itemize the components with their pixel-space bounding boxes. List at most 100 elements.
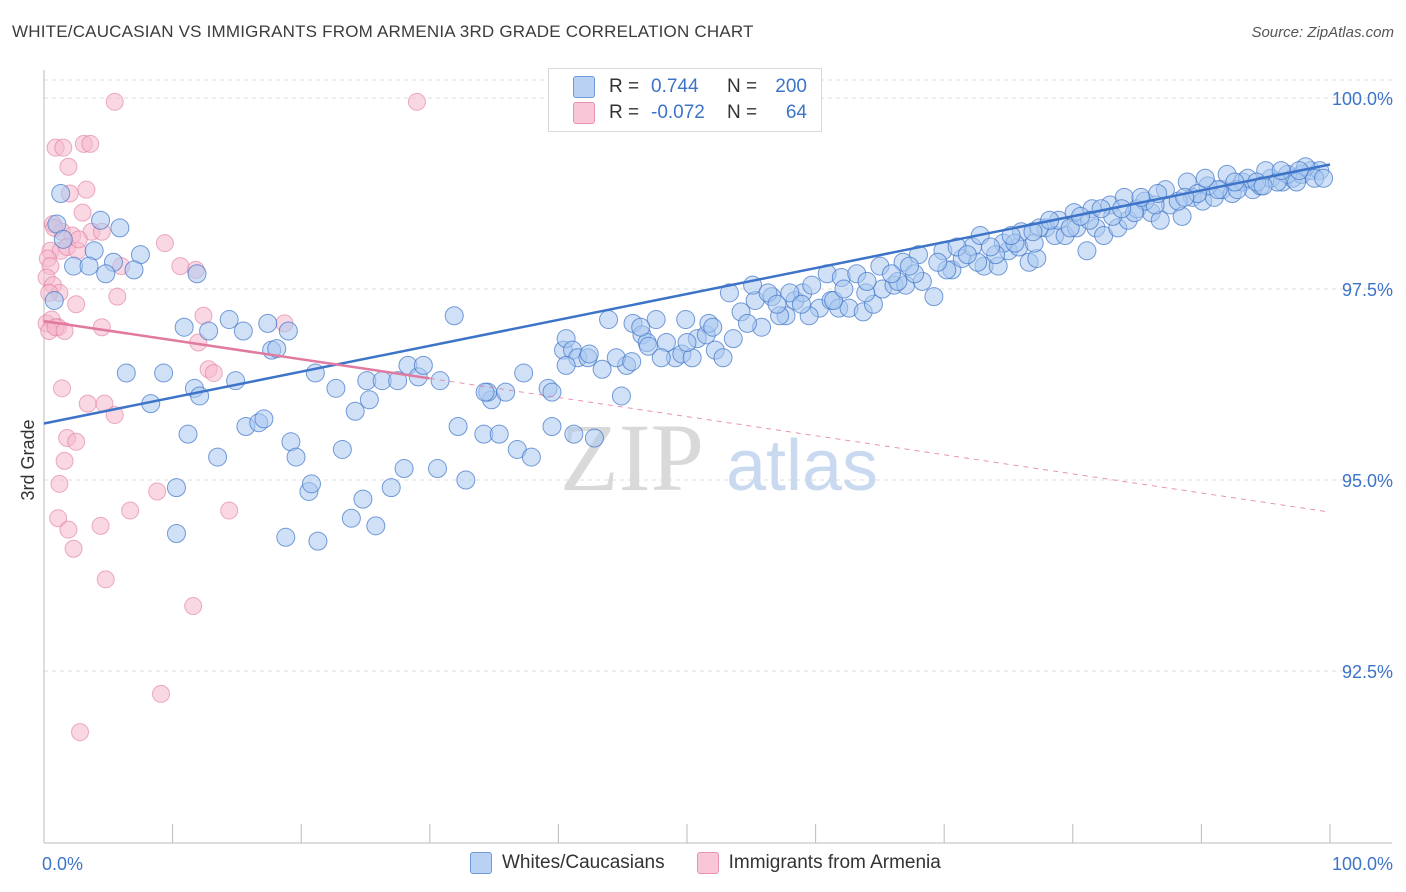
legend-swatch-pink — [573, 102, 595, 124]
data-point-whites — [791, 294, 811, 314]
data-point-whites — [448, 417, 468, 437]
data-point-whites — [496, 382, 516, 402]
data-point-whites — [388, 371, 408, 391]
data-point-armenia — [121, 501, 140, 520]
data-point-whites — [219, 310, 239, 330]
data-point-whites — [542, 382, 562, 402]
data-point-armenia — [71, 723, 90, 742]
data-point-whites — [521, 447, 541, 467]
legend-swatch-blue — [470, 852, 492, 874]
legend-n-value: 200 — [775, 76, 807, 97]
data-point-armenia — [78, 394, 97, 413]
data-point-armenia — [108, 287, 127, 306]
data-point-whites — [489, 424, 509, 444]
data-point-armenia — [77, 180, 96, 199]
watermark-atlas: atlas — [726, 426, 878, 506]
data-point-whites — [53, 229, 73, 249]
data-point-whites — [834, 279, 854, 299]
data-point-armenia — [67, 295, 86, 314]
data-point-whites — [51, 184, 71, 203]
data-point-whites — [44, 290, 64, 310]
legend-r-label: R = — [609, 76, 640, 97]
source-label: Source: ZipAtlas.com — [1251, 24, 1394, 41]
data-point-armenia — [73, 203, 92, 222]
data-point-whites — [899, 256, 919, 276]
data-point-whites — [124, 260, 144, 280]
data-point-whites — [857, 271, 877, 291]
data-point-whites — [341, 508, 361, 528]
data-point-armenia — [148, 482, 167, 501]
trend-line-armenia — [43, 319, 430, 380]
gridlines — [44, 79, 1392, 672]
data-point-whites — [1077, 241, 1097, 261]
data-point-armenia — [53, 379, 72, 398]
data-point-whites — [456, 470, 476, 490]
data-point-armenia — [54, 138, 73, 157]
data-point-whites — [254, 409, 274, 429]
series-legend: Whites/Caucasians Immigrants from Armeni… — [470, 852, 973, 874]
data-point-armenia — [81, 134, 100, 153]
data-point-whites — [584, 428, 604, 448]
data-point-whites — [116, 363, 136, 383]
data-point-whites — [278, 321, 298, 341]
data-point-armenia — [92, 318, 111, 337]
data-point-whites — [1271, 161, 1291, 181]
data-point-armenia — [55, 322, 74, 341]
data-point-whites — [631, 317, 651, 337]
axis-labels: 100.0% 97.5% 95.0% 92.5% 0.0% 100.0% 3rd Grade — [18, 89, 1393, 874]
data-point-whites — [428, 459, 448, 479]
legend-row-pink: R = -0.072 N = 64 — [573, 101, 807, 125]
data-point-whites — [514, 363, 534, 383]
data-point-whites — [199, 321, 219, 341]
data-point-whites — [96, 264, 116, 284]
data-point-whites — [1001, 226, 1021, 246]
data-point-whites — [564, 424, 584, 444]
data-point-whites — [556, 355, 576, 375]
stats-legend: R = 0.744 N = 200 R = -0.072 N = 64 — [548, 68, 822, 132]
y-tick-label: 97.5% — [1342, 280, 1393, 300]
data-point-whites — [332, 439, 352, 459]
data-point-armenia — [67, 432, 86, 451]
data-point-whites — [928, 252, 948, 272]
data-point-whites — [359, 390, 379, 410]
data-point-whites — [267, 339, 287, 359]
data-point-armenia — [96, 570, 115, 589]
data-point-armenia — [152, 684, 171, 703]
data-point-whites — [233, 321, 253, 341]
data-point-whites — [611, 386, 631, 406]
legend-row-blue: R = 0.744 N = 200 — [573, 75, 807, 99]
legend-label-whites: Whites/Caucasians — [502, 852, 665, 873]
chart-title: WHITE/CAUCASIAN VS IMMIGRANTS FROM ARMEN… — [12, 22, 754, 41]
data-point-whites — [677, 332, 697, 352]
legend-n-label: N = — [727, 76, 758, 97]
data-point-whites — [646, 310, 666, 330]
y-tick-label: 92.5% — [1342, 662, 1393, 682]
data-point-armenia — [204, 364, 223, 383]
watermark: ZIP atlas — [560, 404, 878, 511]
data-point-whites — [394, 459, 414, 479]
data-point-whites — [413, 355, 433, 375]
data-point-whites — [286, 447, 306, 467]
data-point-armenia — [220, 501, 239, 520]
data-point-armenia — [171, 257, 190, 276]
legend-n-value: 64 — [785, 102, 807, 123]
data-point-whites — [430, 371, 450, 391]
data-point-armenia — [407, 92, 426, 111]
data-point-whites — [1195, 168, 1215, 188]
series-whites-caucasians — [44, 157, 1334, 551]
legend-swatch-pink — [696, 852, 719, 874]
data-point-armenia — [184, 597, 203, 616]
data-point-armenia — [91, 516, 110, 535]
data-point-whites — [208, 447, 228, 467]
data-point-whites — [308, 531, 328, 551]
data-point-whites — [301, 474, 321, 494]
data-point-whites — [444, 306, 464, 326]
y-tick-label: 100.0% — [1332, 89, 1393, 109]
data-point-whites — [592, 359, 612, 379]
legend-n-label: N = — [727, 102, 758, 123]
legend-label-armenia: Immigrants from Armenia — [728, 852, 941, 873]
data-point-whites — [91, 210, 111, 230]
data-point-whites — [258, 313, 278, 333]
data-point-whites — [767, 294, 787, 314]
